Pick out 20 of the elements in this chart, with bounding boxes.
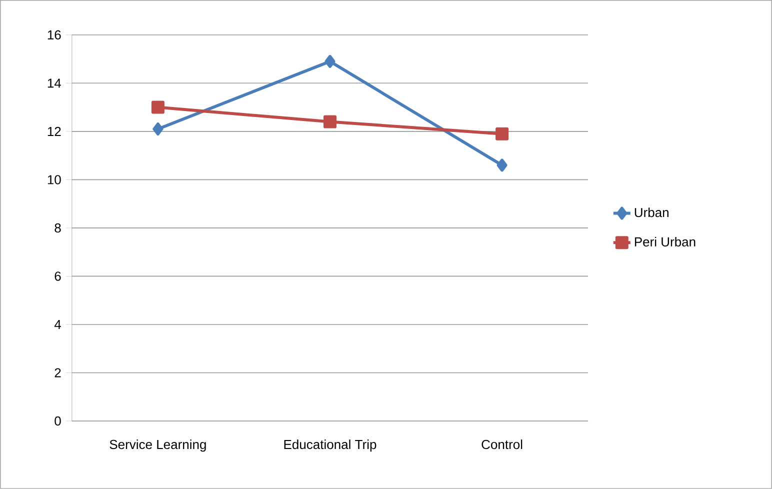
point (496, 127, 509, 140)
legend-label: Peri Urban (634, 236, 696, 247)
point (496, 158, 508, 172)
y-tick-label: 16 (48, 30, 61, 40)
point (152, 122, 164, 136)
point (324, 54, 336, 68)
x-tick-label: Service Learning (110, 440, 206, 452)
y-tick-label: 14 (48, 78, 61, 88)
x-tick-label: Control (482, 440, 522, 450)
y-tick-label: 0 (54, 416, 61, 426)
legend-label: Urban (634, 208, 668, 218)
y-tick-label: 6 (54, 272, 61, 281)
y-tick-label: 12 (48, 126, 61, 136)
x-tick-label: Educational Trip (284, 440, 376, 452)
y-tick-label: 10 (48, 175, 61, 184)
y-tick-label: 2 (54, 368, 61, 378)
y-tick-label: 8 (54, 223, 61, 233)
point (151, 100, 164, 114)
point (323, 115, 336, 128)
y-tick-label: 4 (54, 320, 61, 329)
